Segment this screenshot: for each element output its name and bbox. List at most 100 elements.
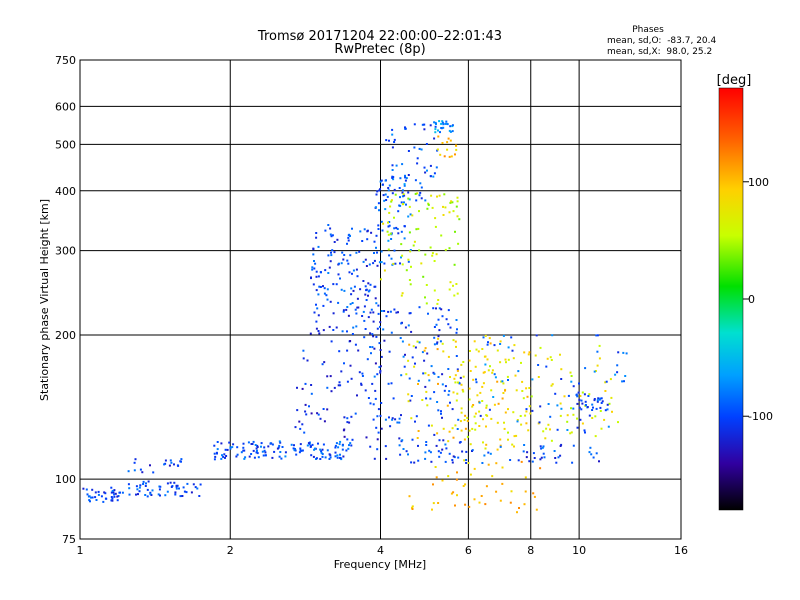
data-point	[264, 451, 267, 454]
data-point	[308, 405, 310, 408]
data-point	[340, 288, 343, 291]
data-point	[494, 376, 497, 379]
data-point	[368, 263, 371, 266]
data-point	[488, 337, 491, 340]
data-point	[173, 463, 175, 466]
data-point	[442, 427, 445, 430]
data-point	[455, 319, 458, 321]
data-point	[437, 450, 440, 453]
x-tick-label: 2	[227, 544, 234, 557]
data-point	[456, 196, 459, 199]
data-point	[456, 369, 459, 372]
data-point	[422, 275, 425, 278]
data-point	[256, 452, 259, 455]
data-point	[442, 205, 444, 208]
data-point	[596, 399, 599, 402]
data-point	[326, 386, 329, 389]
data-point	[456, 328, 458, 331]
data-point	[440, 127, 443, 129]
data-point	[336, 456, 339, 459]
data-point	[432, 502, 435, 505]
data-point	[315, 289, 318, 292]
data-point	[482, 336, 485, 339]
data-point	[343, 362, 345, 365]
data-point	[349, 442, 352, 445]
data-point	[401, 195, 404, 198]
data-point	[371, 333, 374, 336]
data-point	[486, 358, 489, 361]
data-point	[433, 433, 436, 436]
data-point	[507, 431, 509, 434]
data-point	[604, 409, 607, 412]
data-point	[358, 250, 361, 253]
data-point	[386, 230, 389, 233]
data-point	[513, 344, 516, 347]
data-point	[625, 352, 628, 355]
data-point	[226, 448, 229, 451]
data-point	[384, 208, 387, 211]
data-point	[350, 377, 353, 380]
data-point	[436, 342, 438, 345]
data-point	[409, 250, 412, 253]
data-point	[503, 421, 505, 424]
data-point	[413, 123, 416, 126]
data-point	[382, 222, 385, 225]
data-point	[248, 455, 251, 458]
data-point	[444, 122, 447, 125]
data-point	[398, 417, 401, 420]
data-point	[566, 414, 569, 417]
data-point	[352, 326, 355, 329]
data-point	[532, 492, 535, 495]
data-point	[111, 499, 114, 502]
data-point	[441, 448, 444, 451]
data-point	[475, 378, 477, 381]
data-point	[425, 444, 428, 446]
data-point	[359, 230, 362, 233]
data-point	[484, 503, 487, 506]
data-point	[417, 383, 419, 385]
data-point	[262, 454, 265, 457]
data-point	[522, 450, 525, 453]
data-point	[341, 444, 344, 447]
data-point	[330, 235, 333, 238]
data-point	[550, 384, 553, 387]
data-point	[388, 224, 391, 227]
data-point	[456, 292, 459, 295]
data-point	[474, 412, 477, 415]
data-point	[497, 402, 500, 405]
data-point	[377, 431, 380, 434]
data-point	[463, 438, 466, 441]
data-point	[507, 379, 509, 381]
data-point	[423, 166, 426, 169]
data-point	[173, 481, 176, 484]
data-point	[333, 251, 336, 254]
data-point	[433, 326, 436, 328]
data-point	[456, 471, 458, 474]
data-point	[339, 384, 342, 387]
data-point	[225, 455, 228, 457]
data-point	[398, 444, 401, 447]
data-point	[596, 350, 599, 353]
data-point	[361, 375, 364, 377]
data-point	[451, 124, 454, 127]
data-point	[388, 139, 390, 142]
data-point	[356, 275, 359, 278]
data-point	[435, 166, 438, 169]
data-point	[159, 494, 161, 497]
data-point	[359, 288, 362, 291]
data-point	[110, 496, 113, 498]
data-point	[554, 392, 557, 395]
data-point	[417, 444, 419, 447]
data-point	[460, 407, 463, 410]
data-point	[435, 476, 438, 479]
data-point	[386, 195, 389, 198]
data-point	[426, 207, 429, 210]
data-point	[316, 412, 319, 415]
data-point	[387, 225, 390, 228]
data-point	[221, 454, 223, 457]
data-point	[387, 248, 390, 251]
data-point	[370, 352, 372, 355]
data-point	[97, 490, 100, 493]
data-point	[430, 194, 433, 197]
data-point	[421, 399, 424, 401]
